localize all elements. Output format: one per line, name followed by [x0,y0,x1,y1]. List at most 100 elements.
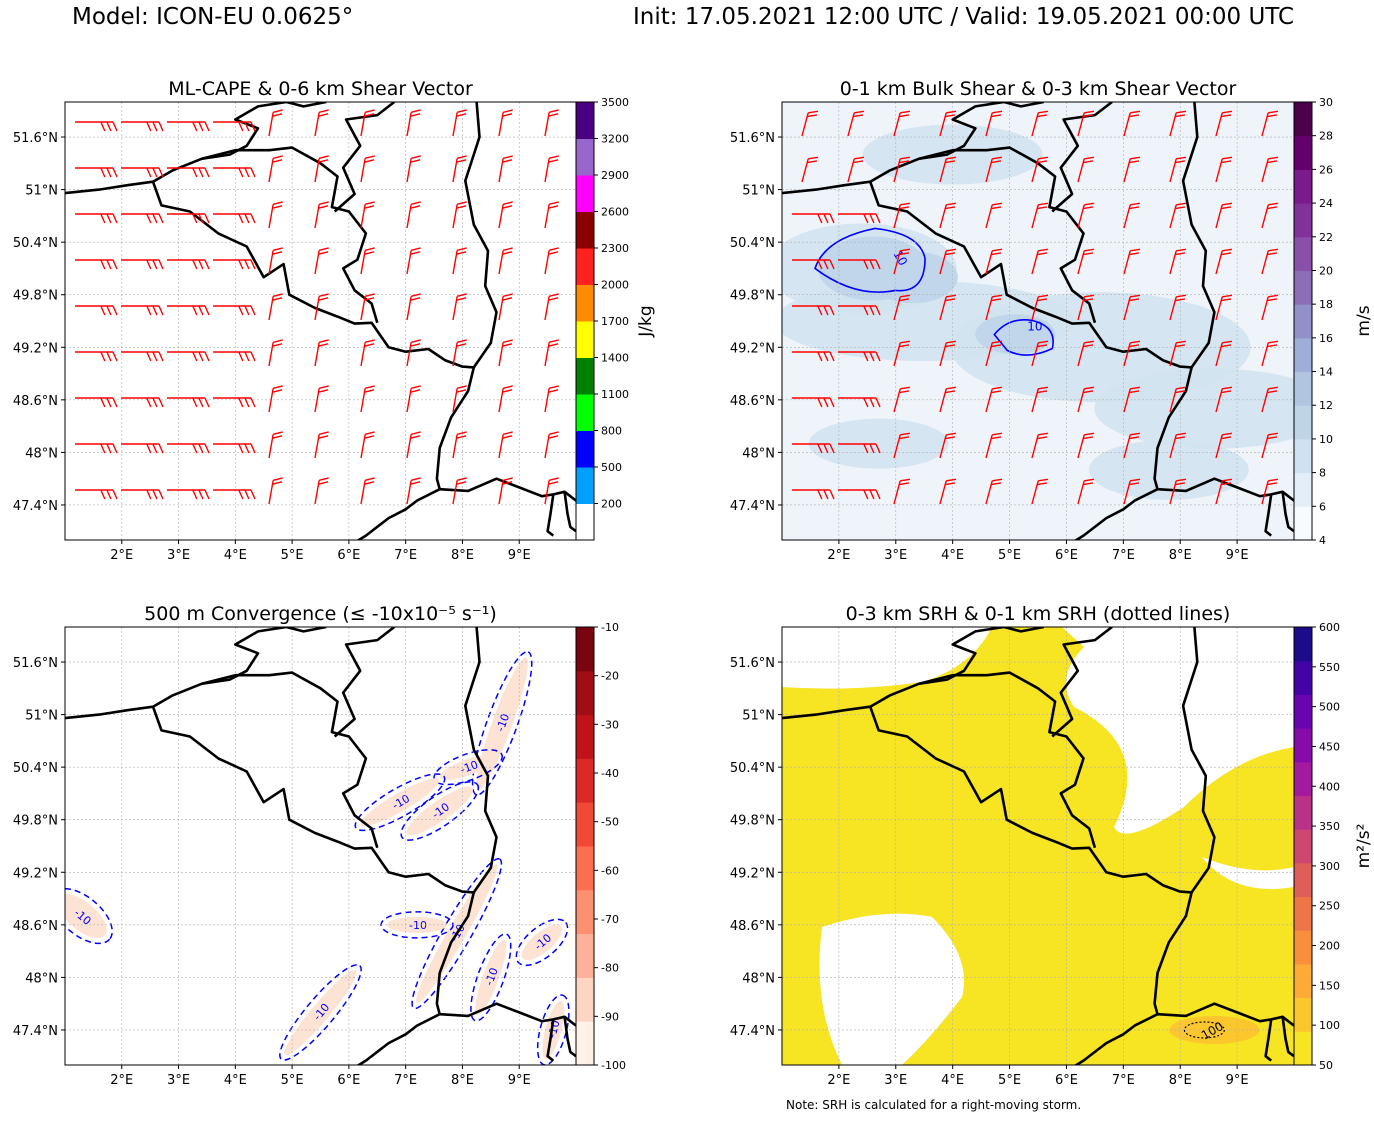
wind-barb-feather [198,167,204,178]
wind-barb-feather [318,159,329,163]
wind-barb-feather [272,477,283,482]
wind-barb-staff [314,250,320,275]
wind-barb-feather [192,351,198,362]
model-title: Model: ICON-EU 0.0625° [72,4,354,30]
colorbar-segment [576,503,594,541]
wind-barb-feather [1037,390,1048,394]
wind-barb-feather [1083,390,1094,394]
wind-barb-feather [158,167,164,178]
wind-barb-feather [204,121,210,132]
wind-barb-feather [1222,248,1233,252]
wind-barb-feather [946,202,957,206]
wind-barb-feather [502,201,513,206]
x-tick-label: 6°E [1055,1073,1078,1088]
wind-barb-feather [152,489,158,500]
wind-barb-feather [100,213,106,224]
wind-barb-staff [268,480,274,505]
wind-barb-feather [548,389,559,393]
wind-barb-feather [863,213,869,224]
wind-barb-feather [238,397,244,408]
colorbar-tick-label: 450 [1319,740,1340,753]
colorbar-tick-label: 30 [1319,96,1333,109]
wind-barb-feather [1176,156,1187,160]
wind-barb-feather [1084,248,1095,252]
wind-barb-staff [1215,112,1223,137]
wind-barb-staff [939,342,947,367]
colorbar-segment [576,357,594,395]
wind-barb-feather [250,397,256,408]
wind-barb-feather [829,305,835,316]
wind-barb-feather [112,351,118,362]
wind-barb-feather [244,305,250,316]
country-border [200,146,379,324]
wind-barb-feather [1038,110,1049,114]
wind-barb-feather [272,389,283,393]
x-tick-label: 4°E [941,1073,964,1088]
wind-barb-staff [1077,204,1085,229]
colorbar-segment [1294,660,1312,695]
wind-barb-staff [1123,250,1131,275]
wind-barb-feather [899,390,910,394]
wind-barb-feather [456,159,467,163]
country-border [918,146,1097,324]
y-tick-label: 47.4°N [13,499,58,514]
wind-barb-feather [1221,436,1232,440]
wind-barb-feather [1222,110,1233,114]
wind-barb-staff [360,204,366,229]
srh-dotted-contour [1183,1021,1225,1039]
wind-barb-feather [238,121,244,132]
wind-barb-feather [502,297,513,301]
country-border [333,102,396,213]
country-border [333,627,396,738]
wind-barb-feather [1130,386,1141,390]
wind-barb-feather [192,489,198,500]
wind-barb-feather [875,259,881,270]
wind-barb-feather [991,482,1002,486]
y-tick-label: 47.4°N [730,1024,775,1039]
colorbar-tick-label: 800 [601,425,622,438]
colorbar-tick-label: 50 [1319,1059,1333,1072]
wind-barb-feather [152,259,158,270]
wind-barb-feather [244,397,250,408]
country-border [1073,1013,1159,1065]
wind-barb-feather [899,114,910,118]
wind-barb-feather [502,477,513,482]
y-tick-label: 49.8°N [730,814,775,829]
wind-barb-feather [1176,294,1187,298]
y-tick-label: 47.4°N [13,1024,58,1039]
x-tick-label: 5°E [281,1073,304,1088]
x-tick-label: 3°E [167,1073,190,1088]
country-border [1073,488,1159,540]
wind-barb-feather [992,432,1003,436]
country-border [1051,627,1113,738]
x-tick-label: 3°E [884,1073,907,1088]
convergence-contour [411,858,503,1010]
wind-barb-staff [1077,342,1085,367]
wind-barb-feather [1268,156,1279,160]
wind-barb-feather [1175,206,1186,210]
colorbar-segment [1294,930,1312,965]
colorbar-segment [576,802,594,847]
convergence-area [360,778,440,827]
wind-barb-feather [1083,344,1094,348]
srh-gap [782,627,992,689]
wind-barb-feather [945,436,956,440]
wind-barb-feather [318,481,329,485]
wind-barb-feather [945,390,956,394]
country-border [1264,494,1273,537]
wind-barb-staff [1169,112,1177,137]
wind-barb-feather [318,155,329,160]
wind-barb-feather [1175,114,1186,118]
wind-barb-feather [502,431,513,436]
wind-barb-feather [364,155,375,160]
wind-barb-feather [853,114,864,118]
wind-barb-staff [1077,434,1085,459]
wind-barb-feather [364,159,375,163]
wind-barb-staff [847,158,855,183]
wind-barb-staff [985,434,993,459]
wind-barb-feather [244,121,250,132]
wind-barb-feather [875,305,881,316]
y-tick-label: 51°N [25,184,58,199]
wind-barb-feather [863,351,869,362]
wind-barb-feather [829,489,835,500]
